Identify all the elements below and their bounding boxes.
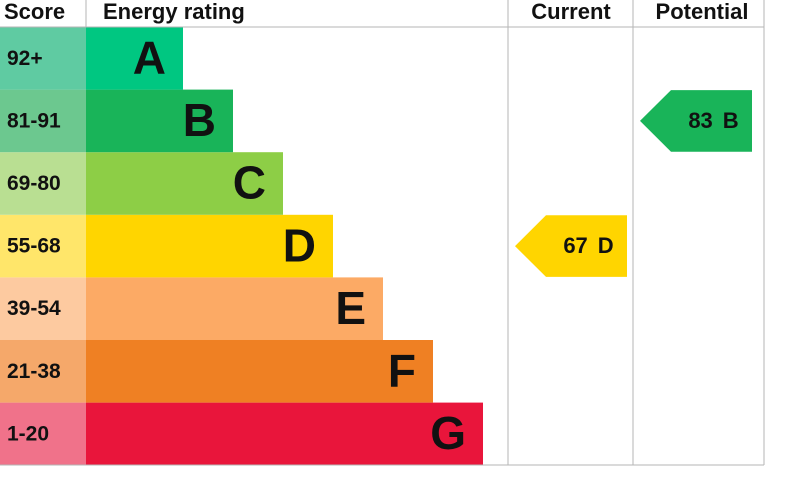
rating-bar (86, 340, 433, 403)
rating-bar (86, 89, 233, 153)
header-score: Score (4, 0, 65, 24)
score-label: 21-38 (7, 360, 61, 383)
score-label: 1-20 (7, 422, 49, 445)
score-cell (0, 277, 86, 340)
score-cell (0, 27, 86, 90)
score-cell (0, 340, 86, 403)
header-current: Current (531, 0, 611, 24)
band-letter: A (133, 31, 166, 83)
band-letter: C (233, 157, 266, 209)
potential-rating: 83 B (688, 108, 738, 133)
current-rating: 67 D (563, 233, 613, 258)
score-cell (0, 402, 86, 466)
rating-bar (86, 214, 333, 278)
rating-bar (86, 402, 483, 466)
potential-value: 83 (688, 108, 712, 133)
current-band: D (598, 233, 614, 258)
current-arrow (515, 215, 627, 277)
header-potential: Potential (656, 0, 749, 24)
band-letter: F (388, 344, 416, 396)
score-cell (0, 152, 86, 215)
score-label: 92+ (7, 47, 43, 70)
band-letter: B (183, 94, 216, 146)
band-letter: E (335, 282, 366, 334)
rating-bar (86, 152, 283, 215)
header-energy-rating: Energy rating (103, 0, 245, 24)
band-letter: G (430, 407, 466, 459)
current-value: 67 (563, 233, 587, 258)
score-label: 39-54 (7, 297, 61, 320)
potential-band: B (723, 108, 739, 133)
score-label: 81-91 (7, 109, 61, 132)
rating-bar (86, 27, 183, 90)
score-cell (0, 89, 86, 153)
potential-arrow (640, 90, 752, 152)
score-label: 55-68 (7, 235, 61, 258)
band-letter: D (283, 219, 316, 271)
score-cell (0, 214, 86, 278)
rating-bar (86, 277, 383, 340)
score-label: 69-80 (7, 172, 61, 195)
